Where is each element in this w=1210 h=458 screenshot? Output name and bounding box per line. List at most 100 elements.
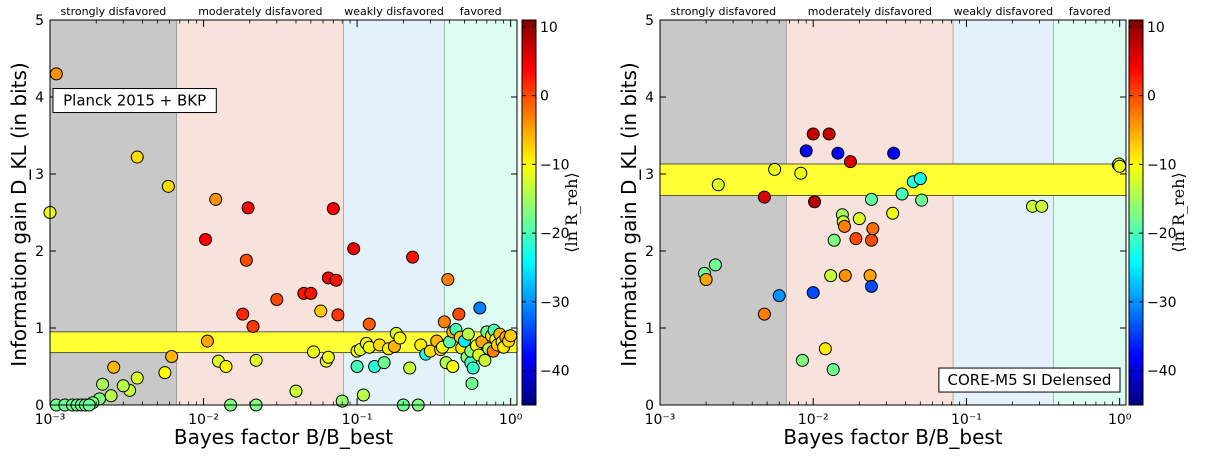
plot-frame <box>659 19 1127 406</box>
data-point <box>849 232 863 246</box>
data-point <box>377 356 391 370</box>
data-point <box>806 286 820 300</box>
y-tick-label: 2 <box>645 244 654 260</box>
x-tick-label: 10⁻³ <box>35 412 66 428</box>
data-point <box>199 232 213 246</box>
colorbar-tick-label: −30 <box>1147 295 1177 311</box>
y-tick-label: 0 <box>645 398 654 414</box>
data-point <box>446 360 460 373</box>
x-axis-title: Bayes factor B/B_best <box>783 425 1002 449</box>
colorbar-tick-label: −10 <box>1147 157 1177 173</box>
data-point <box>96 377 110 391</box>
data-point <box>393 331 407 345</box>
data-point <box>130 150 144 164</box>
data-point <box>826 363 840 377</box>
colorbar-title: ⟨ln R_reh⟩ <box>562 172 581 252</box>
data-point <box>49 67 63 81</box>
data-point <box>362 317 376 331</box>
data-point <box>239 253 253 267</box>
annotation-box <box>938 367 1121 393</box>
data-point <box>824 269 838 283</box>
data-point <box>866 222 880 236</box>
data-point <box>335 394 349 408</box>
data-point <box>403 361 417 375</box>
colorbar-tick-label: 0 <box>540 89 549 105</box>
data-point <box>104 389 118 403</box>
y-tick-label: 0 <box>35 398 44 414</box>
data-point <box>711 178 725 192</box>
y-axis-title: Information gain D_KL (in bits) <box>7 62 31 366</box>
data-point <box>465 376 479 390</box>
x-axis-title: Bayes factor B/B_best <box>174 425 393 449</box>
data-point <box>270 293 284 307</box>
data-point <box>241 201 255 215</box>
data-point <box>837 219 851 233</box>
data-point <box>246 319 260 333</box>
data-point <box>699 272 713 286</box>
data-point <box>249 353 263 367</box>
colorbar-tick-label: −10 <box>540 157 570 173</box>
data-point <box>1035 199 1049 213</box>
data-point <box>461 327 475 341</box>
y-tick-label: 3 <box>645 167 654 183</box>
region-label: strongly disfavored <box>61 5 167 18</box>
annotation-box <box>52 88 217 114</box>
data-point <box>304 286 318 300</box>
data-point <box>852 212 866 226</box>
data-point <box>441 272 455 286</box>
data-point <box>329 273 343 287</box>
data-point <box>772 289 786 303</box>
chart-panel-right: strongly disfavored moderately disfavored… <box>617 5 1188 449</box>
colorbar-tick-label: −40 <box>540 364 570 380</box>
data-point <box>321 350 335 364</box>
y-tick-label: 5 <box>35 13 44 29</box>
data-point <box>794 166 808 180</box>
data-point <box>806 127 820 141</box>
data-point <box>864 279 878 293</box>
data-point <box>236 307 250 321</box>
data-point <box>306 345 320 359</box>
data-point <box>356 388 370 402</box>
data-point <box>864 233 878 247</box>
data-point <box>843 155 857 169</box>
y-tick-label: 5 <box>645 13 654 29</box>
data-point <box>165 349 179 363</box>
x-tick-label: 10⁻² <box>188 412 219 428</box>
data-point <box>466 361 480 375</box>
data-point <box>116 379 130 393</box>
data-point <box>158 366 172 380</box>
y-tick-label: 2 <box>35 244 44 260</box>
annotation-text: CORE-M5 SI Delensed <box>948 371 1112 389</box>
data-point <box>913 172 927 186</box>
data-point <box>863 269 877 283</box>
data-point <box>757 307 771 321</box>
data-point <box>818 342 832 356</box>
region-label: favored <box>1069 5 1111 18</box>
annotation-text: Planck 2015 + BKP <box>63 92 206 110</box>
data-point <box>887 146 901 160</box>
confidence-band <box>659 163 1127 196</box>
x-tick-label: 10⁻³ <box>645 412 676 428</box>
colorbar-tick-label: −30 <box>540 295 570 311</box>
region-2 <box>953 20 1054 405</box>
x-tick-label: 10⁻¹ <box>951 412 982 428</box>
data-point <box>200 334 214 348</box>
data-point <box>808 195 822 209</box>
data-point <box>504 329 518 343</box>
data-point <box>915 193 929 207</box>
region-label: moderately disfavored <box>808 5 932 18</box>
data-point <box>827 233 841 247</box>
chart-panel-left: strongly disfavored moderately disfavored… <box>7 5 581 449</box>
colorbar-tick-label: 0 <box>1147 89 1156 105</box>
y-tick-label: 3 <box>35 167 44 183</box>
data-point <box>130 371 144 385</box>
y-tick-label: 1 <box>35 321 44 337</box>
data-point <box>478 353 492 367</box>
region-0 <box>660 20 787 405</box>
data-point <box>314 304 328 318</box>
colorbar-tick-label: 10 <box>1147 20 1165 36</box>
data-point <box>799 144 813 158</box>
data-point <box>864 192 878 206</box>
data-point <box>107 360 121 374</box>
